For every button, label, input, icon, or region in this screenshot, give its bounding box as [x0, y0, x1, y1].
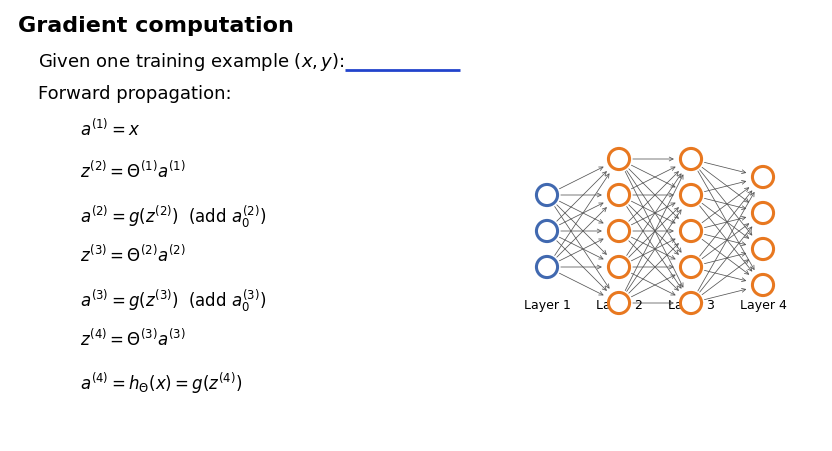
Circle shape [681, 148, 701, 170]
Circle shape [681, 221, 701, 242]
Circle shape [608, 221, 630, 242]
Text: Forward propagation:: Forward propagation: [38, 85, 231, 103]
Text: Layer 4: Layer 4 [740, 299, 786, 313]
Text: $z^{(3)} = \Theta^{(2)}a^{(2)}$: $z^{(3)} = \Theta^{(2)}a^{(2)}$ [80, 245, 186, 266]
Text: $a^{(1)} = x$: $a^{(1)} = x$ [80, 119, 141, 140]
Circle shape [537, 184, 557, 206]
Text: $a^{(2)} = g(z^{(2)})\;$ (add $a_0^{(2)}$): $a^{(2)} = g(z^{(2)})\;$ (add $a_0^{(2)}… [80, 203, 266, 230]
Text: Gradient computation: Gradient computation [18, 16, 294, 36]
Circle shape [608, 148, 630, 170]
Circle shape [752, 275, 774, 295]
Text: Layer 1: Layer 1 [523, 299, 571, 313]
Circle shape [608, 184, 630, 206]
Circle shape [681, 257, 701, 277]
Circle shape [752, 239, 774, 260]
Circle shape [537, 257, 557, 277]
Circle shape [681, 184, 701, 206]
Circle shape [608, 257, 630, 277]
Circle shape [537, 221, 557, 242]
Text: $a^{(4)} = h_\Theta(x) = g(z^{(4)})$: $a^{(4)} = h_\Theta(x) = g(z^{(4)})$ [80, 371, 242, 396]
Circle shape [752, 202, 774, 224]
Text: $a^{(3)} = g(z^{(3)})\;$ (add $a_0^{(3)}$): $a^{(3)} = g(z^{(3)})\;$ (add $a_0^{(3)}… [80, 287, 266, 314]
Text: Given one training example $(x, y)$:: Given one training example $(x, y)$: [38, 51, 344, 73]
Circle shape [752, 166, 774, 188]
Text: Layer 2: Layer 2 [596, 299, 642, 313]
Text: Layer 3: Layer 3 [667, 299, 715, 313]
Circle shape [681, 292, 701, 313]
Text: $z^{(4)} = \Theta^{(3)}a^{(3)}$: $z^{(4)} = \Theta^{(3)}a^{(3)}$ [80, 329, 186, 350]
Circle shape [608, 292, 630, 313]
Text: $z^{(2)} = \Theta^{(1)}a^{(1)}$: $z^{(2)} = \Theta^{(1)}a^{(1)}$ [80, 161, 186, 182]
